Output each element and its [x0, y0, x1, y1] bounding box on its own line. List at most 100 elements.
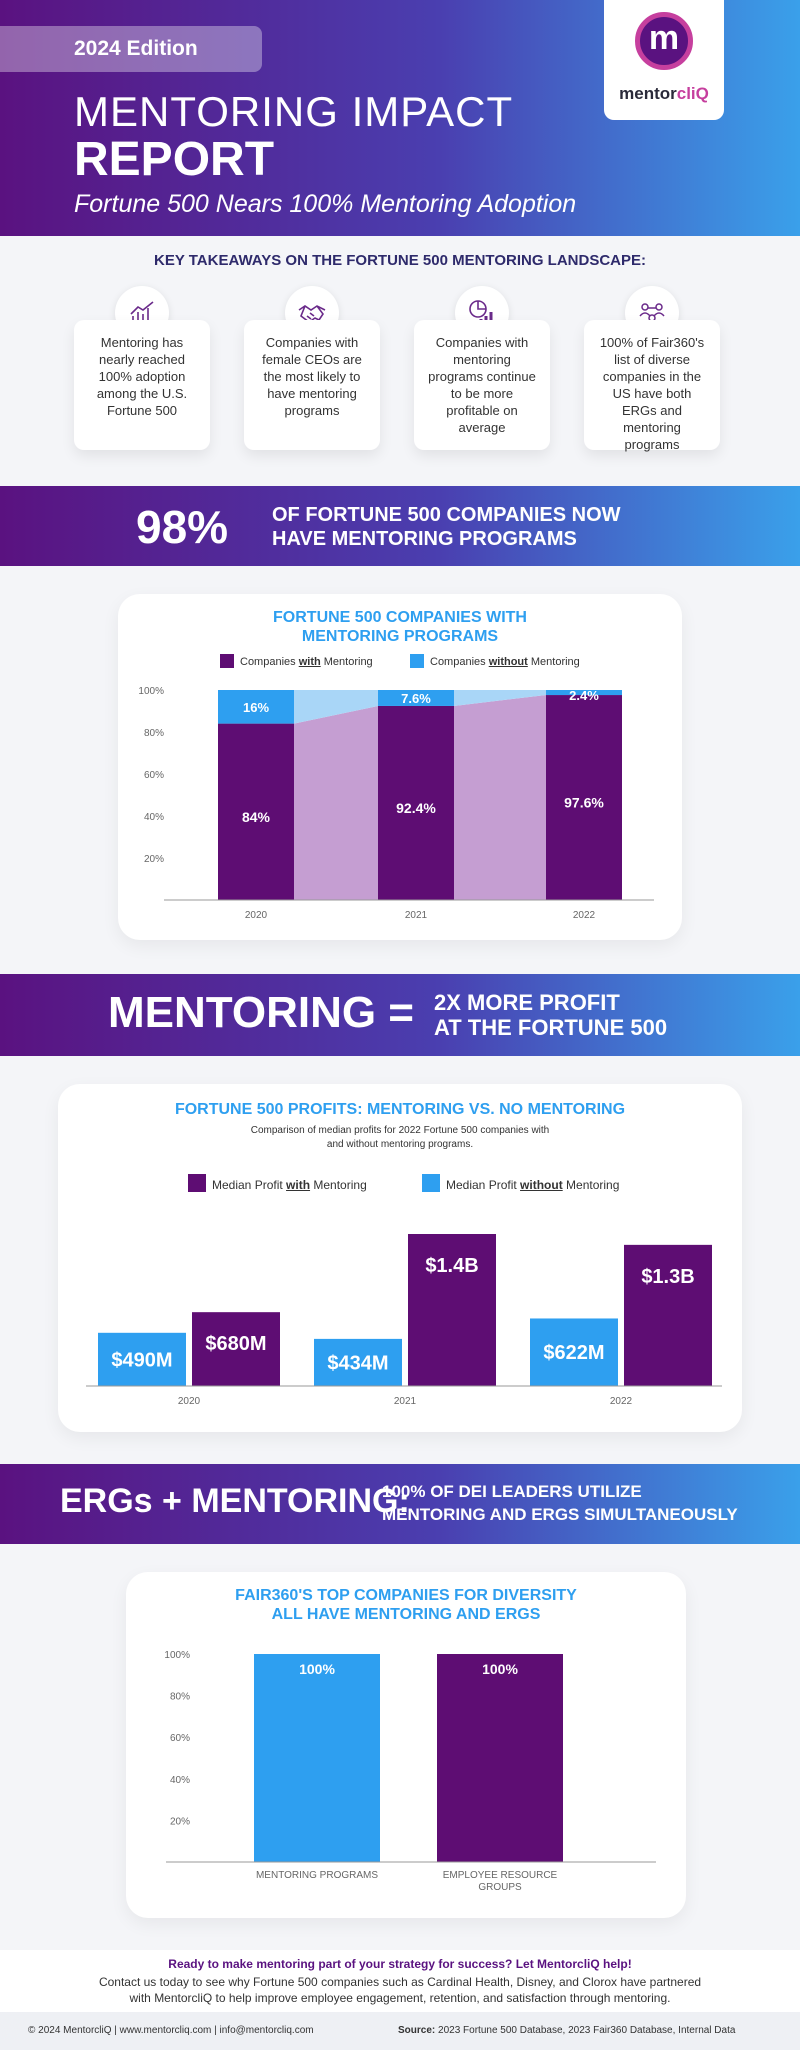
stat-98-text: OF FORTUNE 500 COMPANIES NOW HAVE MENTOR… [272, 503, 621, 551]
report-header: 2024 Edition MENTORING IMPACT REPORT For… [0, 0, 800, 236]
bar-diversity-1 [437, 1654, 563, 1862]
logo-wordmark-b: cliQ [676, 84, 709, 103]
diversity-chart-title-line1: FAIR360'S TOP COMPANIES FOR DIVERSITY [235, 1587, 577, 1604]
label-diversity-1: 100% [482, 1661, 518, 1677]
takeaway-card-1: Mentoring has nearly reached 100% adopti… [74, 320, 210, 450]
takeaway-card-2: Companies with female CEOs are the most … [244, 320, 380, 450]
bar-profit-without-2022 [530, 1318, 618, 1386]
adoption-chart-title-line1: FORTUNE 500 COMPANIES WITH [273, 609, 527, 626]
cta-body-line2: with MentorcliQ to help improve employee… [129, 1991, 671, 2005]
adoption-y-tick-3: 80% [144, 728, 164, 739]
bar-without-mentoring-2020 [218, 690, 294, 724]
label-without-mentoring-2022: 2.4% [569, 688, 599, 703]
bar-with-mentoring-2022 [546, 695, 622, 900]
bar-profit-without-2020 [98, 1332, 186, 1386]
logo-wordmark-a: mentor [619, 84, 677, 103]
page-footer: © 2024 MentorcliQ | www.mentorcliq.com |… [0, 2012, 800, 2050]
profit-banner: MENTORING = 2X MORE PROFIT AT THE FORTUN… [0, 974, 800, 1056]
legend-with-post: Mentoring [320, 656, 373, 668]
profit-chart-svg: $490M $680M 2020 $434M $1.4B 2021 $622M $1.3B 20… [86, 1234, 722, 1407]
report-subtitle: Fortune 500 Nears 100% Mentoring Adoptio… [74, 190, 577, 218]
ergs-banner: ERGs + MENTORING: 100% OF DEI LEADERS UT… [0, 1464, 800, 1544]
legend-profit-without-pre: Median Profit [446, 1178, 521, 1192]
logo-wordmark: mentorcliQ [604, 84, 724, 104]
cta-headline: Ready to make mentoring part of your str… [168, 1957, 632, 1971]
legend-without-mentoring: Companies without Mentoring [410, 654, 580, 668]
without-mentoring-area-1 [454, 690, 546, 706]
logo-mark-icon: m [635, 12, 693, 70]
takeaway-card-4: 100% of Fair360's list of diverse compan… [584, 320, 720, 452]
profit-x-tick-2022: 2022 [610, 1396, 633, 1407]
diversity-y-tick-4: 100% [164, 1650, 190, 1661]
legend-profit-without: Median Profit without Mentoring [422, 1174, 619, 1192]
legend-without-post: Mentoring [527, 656, 580, 668]
legend-swatch-profit-without [422, 1174, 440, 1192]
bar-profit-with-2022 [624, 1244, 712, 1386]
without-mentoring-area-0 [294, 690, 378, 724]
legend-profit-with-em: with [286, 1178, 311, 1192]
legend-profit-with: Median Profit with Mentoring [188, 1174, 367, 1192]
bar-diversity-0 [254, 1654, 380, 1862]
diversity-x-tick-0-0: MENTORING PROGRAMS [256, 1870, 378, 1881]
profit-chart-panel: FORTUNE 500 PROFITS: MENTORING VS. NO ME… [58, 1084, 742, 1432]
call-to-action: Ready to make mentoring part of your str… [0, 1950, 800, 2012]
diversity-x-tick-1-1: GROUPS [478, 1882, 522, 1893]
legend-without-em: without [488, 656, 528, 668]
bar-without-mentoring-2021 [378, 690, 454, 706]
legend-swatch-profit-with [188, 1174, 206, 1192]
takeaway-text-1: Mentoring has nearly reached 100% adopti… [96, 335, 188, 418]
takeaway-text-4: 100% of Fair360's list of diverse compan… [599, 335, 705, 452]
with-mentoring-area-1 [454, 695, 546, 900]
legend-without-pre: Companies [430, 656, 489, 668]
adoption-y-tick-2: 60% [144, 770, 164, 781]
legend-swatch-with [220, 654, 234, 668]
footer-source-label: Source: [398, 2025, 436, 2036]
ergs-banner-line1: 100% OF DEI LEADERS UTILIZE [382, 1482, 642, 1501]
profit-x-tick-2021: 2021 [394, 1396, 417, 1407]
label-profit-without-2022: $622M [543, 1342, 604, 1364]
takeaways-title: KEY TAKEAWAYS ON THE FORTUNE 500 MENTORI… [153, 252, 646, 269]
adoption-chart-title: FORTUNE 500 COMPANIES WITH MENTORING PRO… [118, 608, 682, 646]
profit-banner-line2: AT THE FORTUNE 500 [434, 1015, 668, 1040]
cta-body: Contact us today to see why Fortune 500 … [0, 1974, 800, 2006]
label-profit-with-2020: $680M [205, 1333, 266, 1355]
footer-contact[interactable]: © 2024 MentorcliQ | www.mentorcliq.com |… [28, 2025, 314, 2036]
label-profit-with-2022: $1.3B [641, 1266, 694, 1288]
adoption-x-tick-2022: 2022 [573, 910, 596, 921]
profit-chart-title: FORTUNE 500 PROFITS: MENTORING VS. NO ME… [174, 1101, 626, 1118]
with-mentoring-area-0 [294, 705, 378, 900]
diversity-chart-panel: FAIR360'S TOP COMPANIES FOR DIVERSITY AL… [126, 1572, 686, 1918]
diversity-y-tick-3: 80% [170, 1692, 190, 1703]
adoption-x-tick-2021: 2021 [405, 910, 428, 921]
stat-banner-98: 98% OF FORTUNE 500 COMPANIES NOW HAVE ME… [0, 486, 800, 566]
legend-with-em: with [298, 656, 321, 668]
bar-profit-with-2021 [408, 1234, 496, 1386]
footer-source-text: 2023 Fortune 500 Database, 2023 Fair360 … [435, 2025, 736, 2036]
logo-glyph: m [648, 19, 680, 57]
cta-body-line1: Contact us today to see why Fortune 500 … [98, 1975, 702, 1989]
stat-98-line1: OF FORTUNE 500 COMPANIES NOW [272, 504, 621, 526]
label-with-mentoring-2020: 84% [242, 809, 271, 825]
profit-banner-text: 2X MORE PROFIT AT THE FORTUNE 500 [434, 990, 667, 1040]
ergs-banner-text: 100% OF DEI LEADERS UTILIZE MENTORING AN… [382, 1480, 738, 1526]
profit-chart-desc-line2: and without mentoring programs. [326, 1139, 474, 1150]
footer-source: Source: 2023 Fortune 500 Database, 2023 … [398, 2025, 735, 2036]
legend-profit-without-em: without [520, 1178, 563, 1192]
diversity-y-tick-1: 40% [170, 1775, 190, 1786]
bar-with-mentoring-2021 [378, 705, 454, 900]
label-without-mentoring-2020: 16% [243, 700, 269, 715]
bar-with-mentoring-2020 [218, 723, 294, 900]
legend-profit-with-post: Mentoring [310, 1178, 367, 1192]
profit-chart-desc-line1: Comparison of median profits for 2022 Fo… [250, 1125, 550, 1136]
bar-profit-with-2020 [192, 1312, 280, 1386]
mentorcliq-logo[interactable]: m mentorcliQ [604, 0, 724, 120]
report-title-line2: REPORT [74, 133, 275, 186]
adoption-y-tick-4: 100% [138, 686, 164, 697]
adoption-chart-svg: 20% 40% 60% 80% 100% 84% 16% 2020 92.4% 7.6% 2021 9… [138, 686, 654, 921]
profit-chart-description: Comparison of median profits for 2022 Fo… [58, 1124, 742, 1152]
legend-profit-with-pre: Median Profit [212, 1178, 287, 1192]
bar-profit-without-2021 [314, 1338, 402, 1386]
label-profit-without-2020: $490M [111, 1349, 172, 1371]
report-title-line1: MENTORING IMPACT [74, 88, 514, 135]
bar-without-mentoring-2022 [546, 690, 622, 696]
